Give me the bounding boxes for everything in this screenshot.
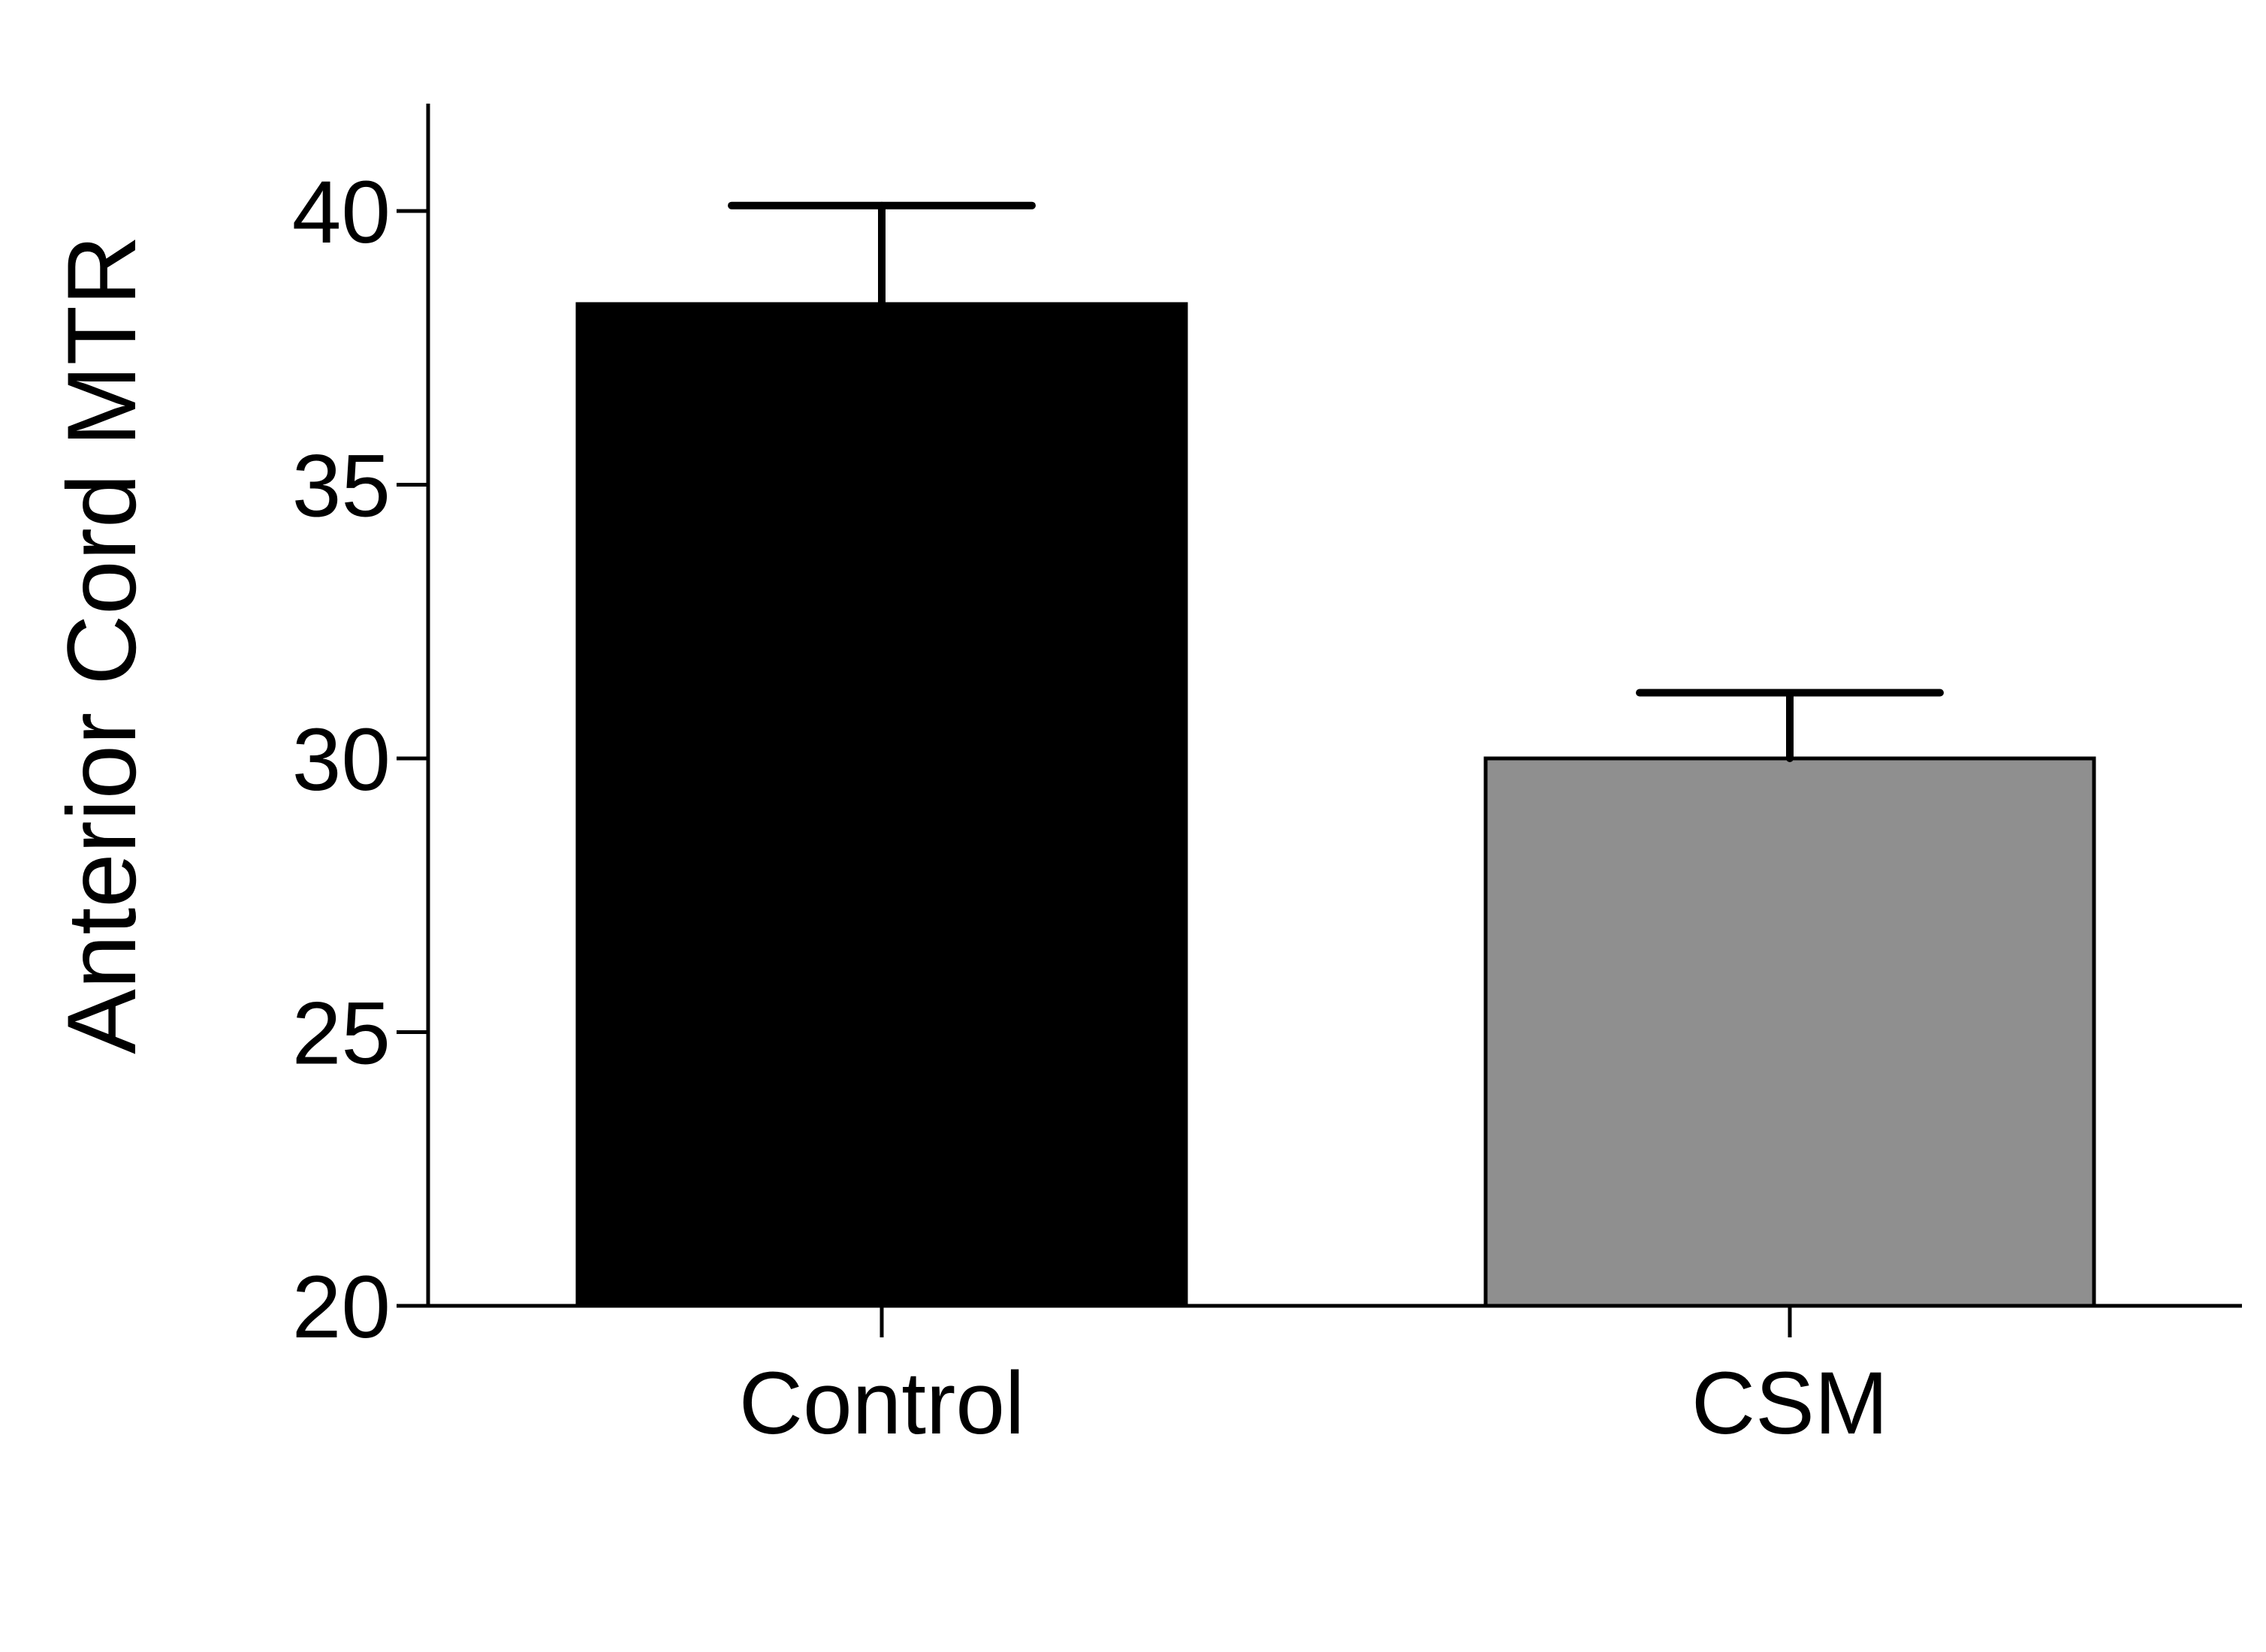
bars-group [575, 302, 2096, 1308]
x-tick-label-csm: CSM [1691, 1354, 1888, 1453]
bar-control [575, 302, 1188, 1308]
x-ticks-group: Control CSM [739, 1306, 1888, 1453]
y-ticks-group: 20 25 30 35 40 [292, 163, 428, 1357]
y-tick-label-40: 40 [292, 163, 391, 262]
y-tick-label-25: 25 [292, 984, 391, 1084]
x-tick-label-control: Control [739, 1354, 1024, 1453]
bar-csm [1483, 756, 2096, 1308]
y-tick-label-35: 35 [292, 437, 391, 536]
y-tick-label-30: 30 [292, 710, 391, 809]
y-axis-title: Anterior Cord MTR [47, 235, 156, 1054]
y-tick-label-20: 20 [292, 1258, 391, 1357]
axes-group [426, 104, 2242, 1308]
error-bars-group [728, 201, 1944, 762]
